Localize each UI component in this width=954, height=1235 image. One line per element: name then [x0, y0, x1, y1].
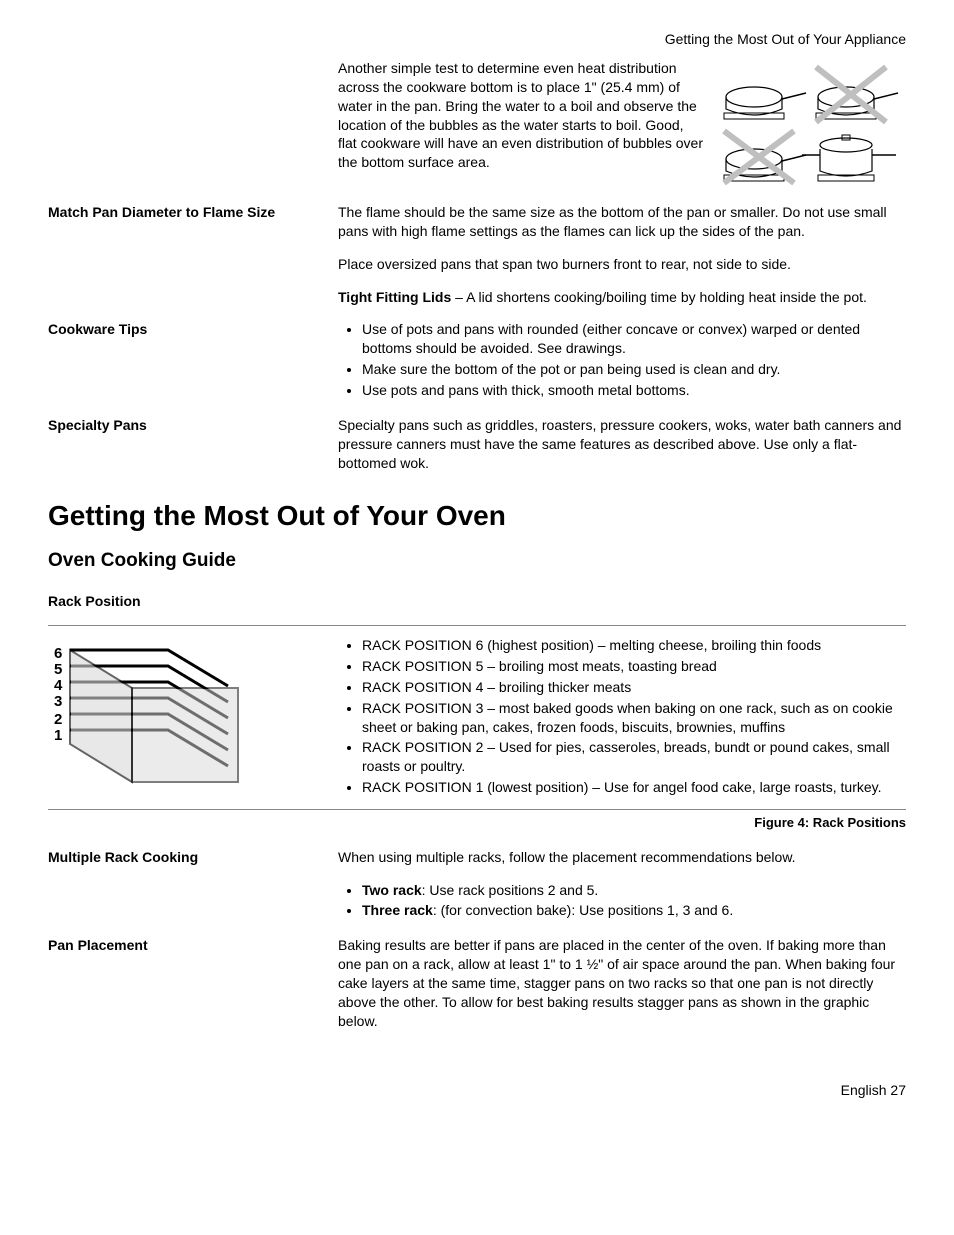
specialty-pans-label: Specialty Pans	[48, 416, 338, 435]
svg-text:6: 6	[54, 645, 62, 662]
pan-grid-icon	[716, 59, 906, 189]
match-pan-p2: Place oversized pans that span two burne…	[338, 255, 906, 274]
sub-title: Oven Cooking Guide	[48, 548, 906, 574]
main-title: Getting the Most Out of Your Oven	[48, 497, 906, 535]
rack-diagram-icon: 6 5 4 3 2 1	[48, 636, 248, 786]
page-footer: English 27	[48, 1081, 906, 1100]
svg-text:3: 3	[54, 693, 62, 710]
match-pan-p1: The flame should be the same size as the…	[338, 203, 906, 241]
multiple-rack-intro: When using multiple racks, follow the pl…	[338, 848, 906, 867]
tight-lids: Tight Fitting Lids – A lid shortens cook…	[338, 288, 906, 307]
cookware-tips-label: Cookware Tips	[48, 320, 338, 339]
rack-position-list: RACK POSITION 6 (highest position) – mel…	[338, 636, 906, 797]
svg-text:5: 5	[54, 661, 62, 678]
rack-heading: Rack Position	[48, 592, 906, 611]
match-pan-label: Match Pan Diameter to Flame Size	[48, 203, 338, 222]
page-header: Getting the Most Out of Your Appliance	[48, 30, 906, 49]
cookware-tips-list: Use of pots and pans with rounded (eithe…	[338, 320, 906, 400]
multiple-rack-list: Two rack: Use rack positions 2 and 5. Th…	[338, 881, 906, 921]
svg-text:1: 1	[54, 727, 62, 744]
multiple-rack-label: Multiple Rack Cooking	[48, 848, 338, 867]
svg-text:2: 2	[54, 711, 62, 728]
pan-placement-label: Pan Placement	[48, 936, 338, 955]
intro-text: Another simple test to determine even he…	[338, 59, 706, 172]
svg-text:4: 4	[54, 677, 63, 694]
pan-placement-text: Baking results are better if pans are pl…	[338, 936, 906, 1030]
figure-caption: Figure 4: Rack Positions	[48, 814, 906, 832]
specialty-pans-text: Specialty pans such as griddles, roaster…	[338, 416, 906, 473]
